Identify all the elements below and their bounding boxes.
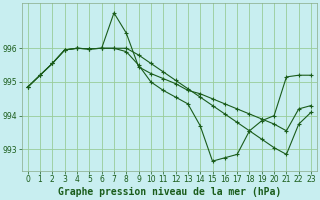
X-axis label: Graphe pression niveau de la mer (hPa): Graphe pression niveau de la mer (hPa) [58,187,281,197]
